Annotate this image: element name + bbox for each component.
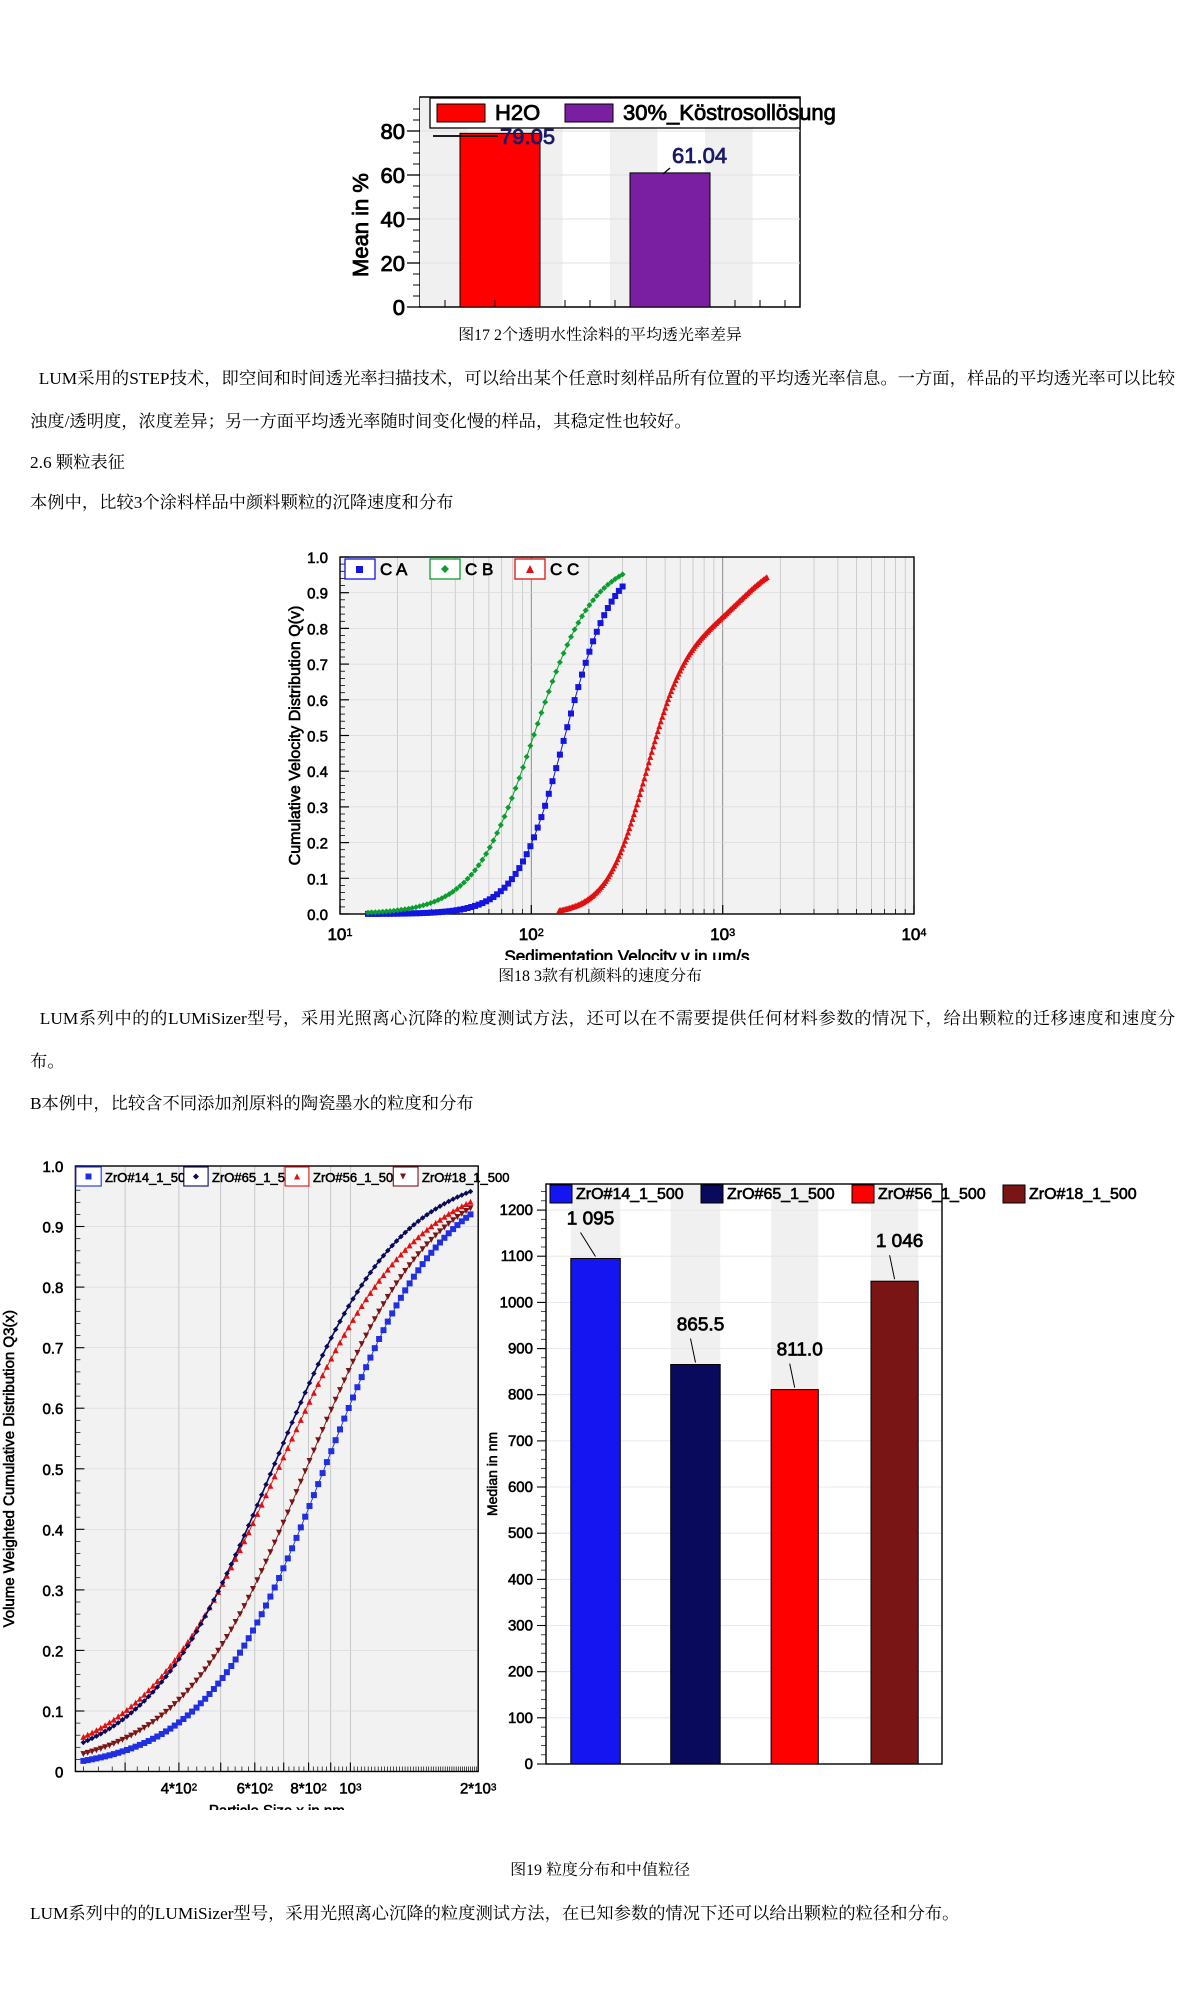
svg-text:865.5: 865.5	[677, 1315, 725, 1336]
svg-text:1 046: 1 046	[876, 1231, 924, 1252]
svg-text:0.8: 0.8	[307, 621, 328, 638]
svg-text:ZrO#14_1_500: ZrO#14_1_500	[576, 1186, 684, 1203]
svg-text:C B: C B	[465, 560, 493, 579]
svg-text:100: 100	[508, 1710, 534, 1727]
svg-text:0.5: 0.5	[307, 729, 329, 746]
svg-text:Mean in %: Mean in %	[348, 173, 373, 277]
svg-text:0.2: 0.2	[307, 836, 328, 853]
svg-text:Median in nm: Median in nm	[484, 1432, 500, 1516]
svg-text:ZrO#65_1_500: ZrO#65_1_500	[727, 1186, 835, 1203]
svg-text:30%_Köstrosollösung: 30%_Köstrosollösung	[623, 100, 836, 126]
svg-text:61.04: 61.04	[672, 143, 727, 168]
svg-text:ZrO#18_1_500: ZrO#18_1_500	[1029, 1186, 1137, 1203]
svg-text:0.3: 0.3	[307, 800, 328, 817]
svg-text:811.0: 811.0	[777, 1340, 824, 1361]
svg-text:C C: C C	[550, 560, 580, 579]
svg-text:1100: 1100	[501, 1248, 534, 1265]
svg-text:103: 103	[710, 925, 735, 944]
svg-text:0.1: 0.1	[307, 871, 328, 888]
svg-text:900: 900	[508, 1341, 534, 1358]
svg-text:102: 102	[519, 925, 544, 944]
svg-text:800: 800	[508, 1387, 534, 1404]
svg-text:1200: 1200	[500, 1202, 534, 1219]
svg-text:0.0: 0.0	[307, 907, 329, 924]
svg-text:Cumulative Velocity Distributi: Cumulative Velocity Distribution Q(v)	[287, 606, 304, 866]
svg-text:80: 80	[381, 119, 405, 144]
svg-text:0: 0	[393, 295, 405, 320]
svg-text:104: 104	[901, 925, 927, 944]
svg-text:Sedimentation Velocity v in µm: Sedimentation Velocity v in µm/s	[504, 947, 750, 960]
svg-text:H2O: H2O	[495, 100, 540, 125]
svg-text:1 095: 1 095	[567, 1209, 615, 1230]
svg-text:500: 500	[508, 1525, 534, 1542]
svg-text:40: 40	[381, 207, 405, 232]
svg-text:600: 600	[508, 1479, 534, 1496]
svg-text:300: 300	[508, 1618, 534, 1635]
svg-text:0.9: 0.9	[307, 586, 328, 603]
svg-text:200: 200	[508, 1664, 534, 1681]
svg-text:0.4: 0.4	[307, 764, 329, 781]
svg-text:60: 60	[381, 163, 405, 188]
svg-text:1000: 1000	[500, 1294, 534, 1311]
svg-text:0.6: 0.6	[307, 693, 328, 710]
svg-text:101: 101	[327, 925, 352, 944]
svg-text:0: 0	[525, 1756, 534, 1773]
svg-text:20: 20	[381, 251, 405, 276]
svg-text:700: 700	[508, 1433, 534, 1450]
svg-text:ZrO#56_1_500: ZrO#56_1_500	[878, 1186, 986, 1203]
svg-text:400: 400	[508, 1571, 534, 1588]
svg-text:1.0: 1.0	[307, 550, 329, 567]
svg-text:0.7: 0.7	[307, 657, 328, 674]
svg-text:C A: C A	[380, 560, 408, 579]
